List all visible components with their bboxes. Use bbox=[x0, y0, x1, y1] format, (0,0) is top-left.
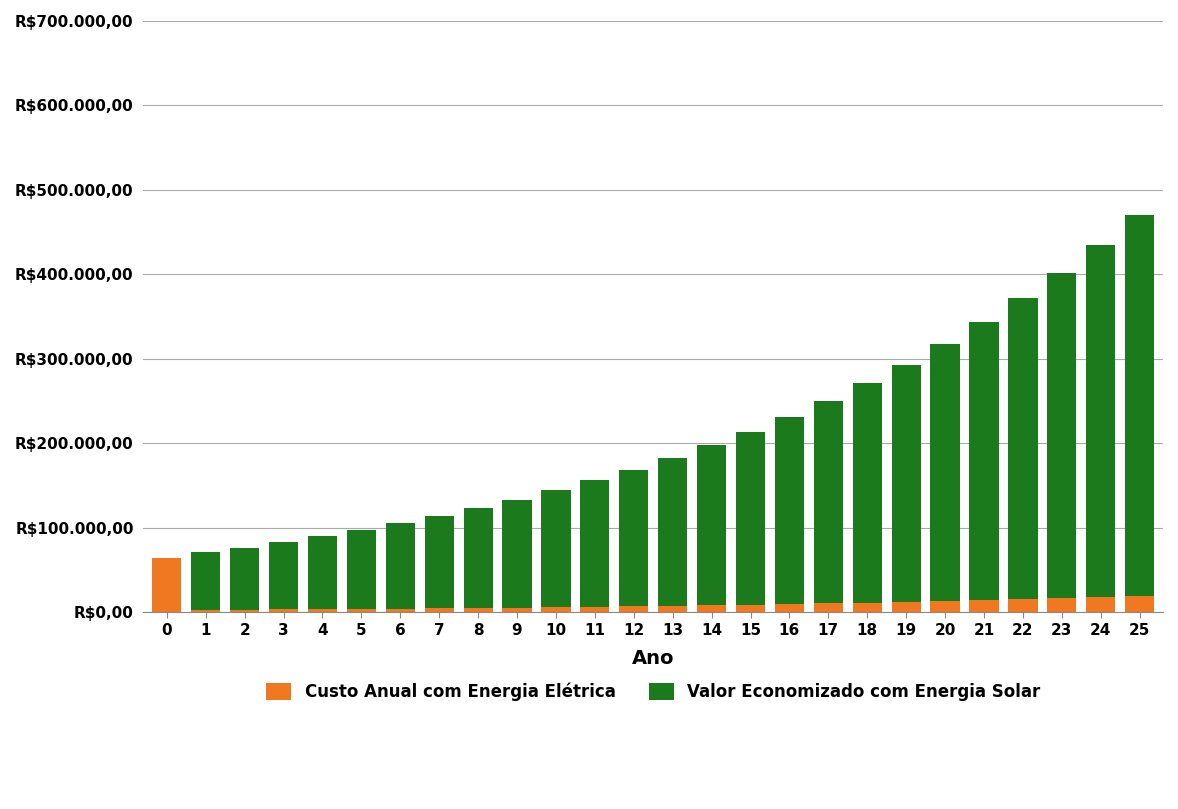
Bar bbox=[736, 432, 766, 605]
Bar bbox=[775, 604, 805, 612]
Bar bbox=[503, 500, 531, 608]
Bar bbox=[191, 553, 220, 610]
Bar bbox=[697, 445, 726, 605]
Bar bbox=[1125, 595, 1154, 612]
Bar bbox=[1047, 273, 1077, 598]
Bar bbox=[853, 603, 882, 612]
Bar bbox=[385, 523, 415, 608]
Bar bbox=[1047, 598, 1077, 612]
Bar bbox=[346, 609, 376, 612]
Bar bbox=[307, 609, 337, 612]
Bar bbox=[931, 601, 960, 612]
X-axis label: Ano: Ano bbox=[631, 649, 675, 668]
Bar bbox=[191, 610, 220, 612]
Bar bbox=[659, 458, 687, 606]
Bar bbox=[542, 490, 570, 608]
Bar bbox=[463, 508, 492, 608]
Bar bbox=[1086, 245, 1116, 597]
Bar bbox=[1008, 599, 1038, 612]
Bar bbox=[969, 600, 999, 612]
Bar bbox=[853, 383, 882, 603]
Bar bbox=[892, 365, 921, 602]
Bar bbox=[307, 536, 337, 609]
Bar bbox=[736, 605, 766, 612]
Bar bbox=[620, 470, 648, 607]
Bar bbox=[385, 608, 415, 612]
Bar bbox=[697, 605, 726, 612]
Bar bbox=[581, 607, 609, 612]
Bar bbox=[230, 610, 259, 612]
Bar bbox=[230, 548, 259, 610]
Bar bbox=[424, 516, 454, 608]
Bar bbox=[1008, 299, 1038, 599]
Bar bbox=[892, 602, 921, 612]
Bar bbox=[659, 606, 687, 612]
Bar bbox=[152, 557, 181, 612]
Bar bbox=[1125, 214, 1154, 595]
Bar bbox=[542, 608, 570, 612]
Bar bbox=[775, 417, 805, 604]
Bar bbox=[814, 400, 843, 604]
Bar bbox=[424, 608, 454, 612]
Legend: Custo Anual com Energia Elétrica, Valor Economizado com Energia Solar: Custo Anual com Energia Elétrica, Valor … bbox=[259, 676, 1047, 708]
Bar bbox=[581, 481, 609, 607]
Bar bbox=[463, 608, 492, 612]
Bar bbox=[503, 608, 531, 612]
Bar bbox=[269, 609, 298, 612]
Bar bbox=[814, 604, 843, 612]
Bar bbox=[1086, 597, 1116, 612]
Bar bbox=[346, 530, 376, 609]
Bar bbox=[269, 542, 298, 609]
Bar bbox=[969, 322, 999, 600]
Bar bbox=[620, 607, 648, 612]
Bar bbox=[931, 345, 960, 601]
